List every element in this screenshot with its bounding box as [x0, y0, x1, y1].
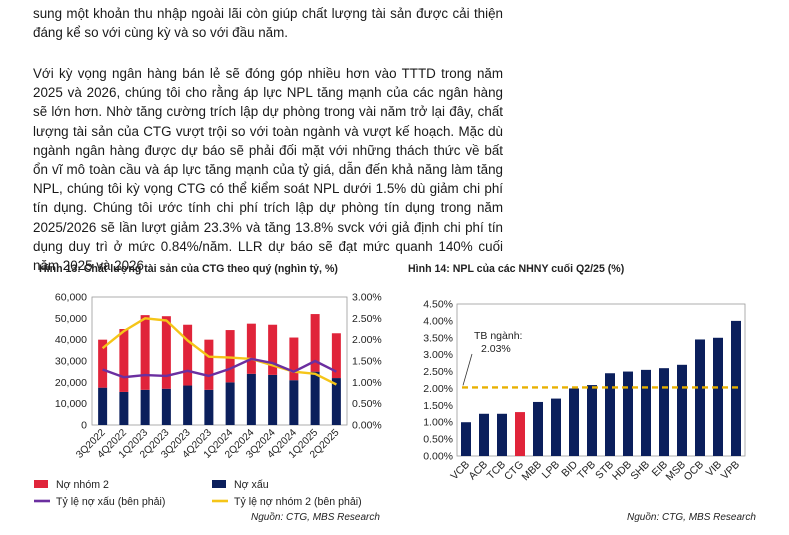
- y-right-tick-label: 1.50%: [352, 356, 382, 368]
- bar-npl: [641, 369, 651, 456]
- legend-swatch: [34, 480, 48, 488]
- bar-npl: [695, 339, 705, 456]
- bar-no-xau: [98, 387, 108, 425]
- asset-quality-chart: 0 10,000 20,000 30,000 40,000 50,000 60,000 0.0…: [34, 292, 382, 508]
- npl-by-bank-chart: 0.00% 0.50% 1.00% 1.50% 2.00% 2.50% 3.00% 3.50%…: [423, 299, 746, 484]
- bar-no-nhom-2: [331, 333, 341, 379]
- legend-label: Nợ nhóm 2: [56, 479, 109, 491]
- bar-no-nhom-2: [140, 315, 150, 390]
- y-tick-label: 1.00%: [423, 417, 453, 429]
- bar-no-xau: [183, 385, 193, 425]
- y-left-tick-label: 0: [81, 420, 87, 432]
- legend-label: Nợ xấu: [234, 479, 269, 491]
- figure-14-title: Hình 14: NPL của các NHNY cuối Q2/25 (%): [408, 263, 625, 275]
- bar-no-nhom-2: [204, 339, 214, 390]
- figure-13-title: Hình 13: Chất lượng tài sản của CTG theo…: [39, 263, 338, 275]
- x-tick-label: OCB: [682, 459, 707, 484]
- plot-frame: [456, 303, 746, 457]
- annotation-leader: [462, 353, 473, 386]
- legend-label: Tỷ lệ nợ xấu (bên phải): [56, 496, 165, 508]
- figure-14-source: Nguồn: CTG, MBS Research: [627, 512, 756, 523]
- y-tick-label: 1.50%: [423, 400, 453, 412]
- x-tick-label: TPB: [575, 459, 598, 482]
- y-tick-label: 3.00%: [423, 349, 453, 361]
- annotation-value: 2.03%: [481, 343, 511, 355]
- bar-npl: [497, 413, 507, 456]
- y-tick-label: 0.00%: [423, 451, 453, 463]
- y-left-tick-label: 20,000: [55, 377, 87, 389]
- bar-no-nhom-2: [161, 316, 171, 389]
- y-tick-label: 2.50%: [423, 366, 453, 378]
- y-right-tick-label: 0.00%: [352, 420, 382, 432]
- series-line: [101, 317, 337, 386]
- y-left-tick-label: 10,000: [55, 398, 87, 410]
- bar-npl: [479, 413, 489, 456]
- bar-npl: [515, 412, 525, 456]
- bar-no-nhom-2: [289, 337, 299, 381]
- figure-13-source: Nguồn: CTG, MBS Research: [251, 512, 380, 523]
- bar-npl: [533, 401, 543, 456]
- bar-npl: [623, 371, 633, 456]
- bar-npl: [713, 337, 723, 456]
- plot-frame: [91, 296, 348, 426]
- y-right-tick-label: 2.50%: [352, 313, 382, 325]
- bar-no-xau: [140, 389, 150, 425]
- bar-no-nhom-2: [268, 324, 278, 375]
- y-left-tick-label: 60,000: [55, 292, 87, 304]
- y-left-tick-label: 30,000: [55, 356, 87, 368]
- bar-no-xau: [310, 371, 320, 425]
- bar-no-xau: [161, 388, 171, 425]
- y-tick-label: 2.00%: [423, 383, 453, 395]
- y-tick-label: 4.00%: [423, 315, 453, 327]
- bar-no-xau: [331, 378, 341, 425]
- bar-no-xau: [289, 380, 299, 425]
- bar-npl: [587, 385, 597, 456]
- y-left-tick-label: 40,000: [55, 334, 87, 346]
- x-tick-label: LPB: [540, 459, 563, 482]
- y-right-tick-label: 1.00%: [352, 377, 382, 389]
- bar-npl: [569, 388, 579, 456]
- paragraph-1: sung một khoản thu nhập ngoài lãi còn gi…: [33, 6, 503, 41]
- bar-npl: [677, 364, 687, 456]
- bar-no-xau: [246, 373, 256, 425]
- y-right-tick-label: 0.50%: [352, 398, 382, 410]
- bar-no-nhom-2: [225, 330, 235, 383]
- x-tick-label: VPB: [719, 459, 742, 482]
- bar-no-xau: [225, 382, 235, 425]
- bar-npl: [461, 422, 471, 456]
- annotation-label: TB ngành:: [474, 330, 522, 342]
- legend-label: Tỷ lệ nợ nhóm 2 (bên phải): [234, 496, 362, 508]
- y-tick-label: 3.50%: [423, 332, 453, 344]
- bar-no-nhom-2: [119, 329, 129, 392]
- bar-no-xau: [119, 391, 129, 425]
- paragraph-2: Với kỳ vọng ngân hàng bán lẻ sẽ đóng góp…: [33, 66, 503, 274]
- bar-no-nhom-2: [183, 324, 193, 386]
- series-line: [102, 357, 337, 379]
- y-left-tick-label: 50,000: [55, 313, 87, 325]
- bar-no-nhom-2: [246, 323, 256, 374]
- bar-no-nhom-2: [98, 339, 108, 388]
- bar-no-xau: [268, 374, 278, 425]
- bar-no-xau: [204, 389, 214, 425]
- y-tick-label: 0.50%: [423, 434, 453, 446]
- bar-no-nhom-2: [310, 314, 320, 372]
- bar-npl: [659, 368, 669, 456]
- legend-swatch: [212, 480, 226, 488]
- bar-npl: [551, 398, 561, 456]
- y-right-tick-label: 3.00%: [352, 292, 382, 304]
- y-tick-label: 4.50%: [423, 299, 453, 311]
- y-right-tick-label: 2.00%: [352, 334, 382, 346]
- bar-npl: [605, 373, 615, 456]
